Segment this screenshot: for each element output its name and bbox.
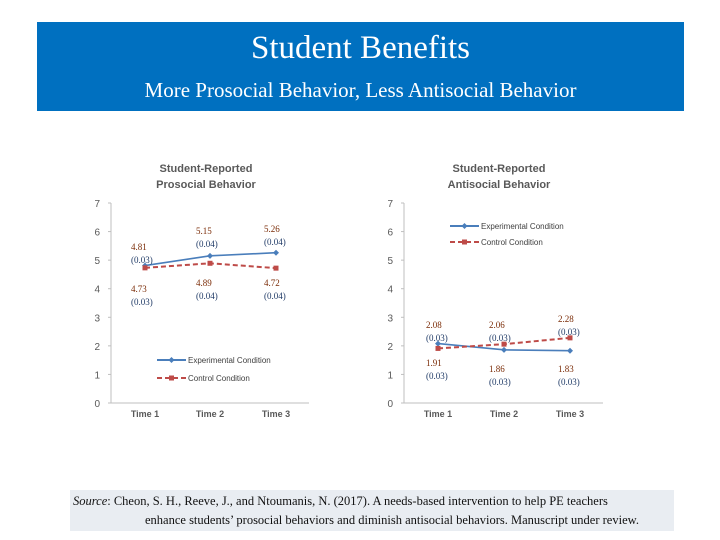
source-line-1: : Cheon, S. H., Reeve, J., and Ntoumanis… [107,494,608,508]
legend-label: Control Condition [481,238,543,247]
data-label-se: (0.03) [426,371,448,381]
data-label-value: 4.72 [264,278,280,288]
y-tick-label: 4 [94,285,100,296]
chart-title-line: Prosocial Behavior [156,179,256,191]
y-tick-label: 7 [387,199,393,210]
x-tick-label: Time 2 [490,409,518,419]
source-prefix: Source [73,494,108,508]
header-banner: Student Benefits More Prosocial Behavior… [37,22,684,111]
data-label-se: (0.03) [489,377,511,387]
data-label-se: (0.04) [196,291,218,301]
y-tick-label: 3 [387,313,393,324]
data-label-se: (0.03) [558,377,580,387]
data-point [142,265,148,271]
legend-label: Control Condition [188,374,250,383]
y-tick-label: 6 [387,228,393,239]
data-label-se: (0.03) [131,255,153,265]
chart-title-line: Student-Reported [453,163,546,175]
data-label-value: 1.86 [489,364,505,374]
data-label-se: (0.03) [489,333,511,343]
y-tick-label: 1 [94,370,100,381]
page-subtitle: More Prosocial Behavior, Less Antisocial… [144,78,577,102]
source-line-2: enhance students’ prosocial behaviors an… [145,513,639,527]
data-label-se: (0.04) [264,237,286,247]
page-title: Student Benefits [250,30,471,66]
x-tick-label: Time 1 [424,409,452,419]
data-label-value: 1.91 [426,358,442,368]
chart-title-line: Antisocial Behavior [448,179,551,191]
y-tick-label: 3 [94,313,100,324]
data-label-se: (0.03) [131,297,153,307]
data-label-value: 4.81 [131,242,147,252]
data-point [207,252,213,259]
x-tick-label: Time 1 [131,409,159,419]
data-label-value: 4.89 [196,278,212,288]
legend-marker [169,375,174,381]
data-label-value: 1.83 [558,364,574,374]
data-label-se: (0.03) [426,333,448,343]
data-label-value: 4.73 [131,284,147,294]
y-tick-label: 0 [387,399,393,410]
data-point [567,347,573,354]
legend-marker [461,223,468,229]
x-tick-label: Time 3 [262,409,290,419]
y-tick-label: 0 [94,399,100,410]
data-point [273,265,279,271]
legend-marker [462,239,467,245]
y-tick-label: 7 [94,199,100,210]
y-tick-label: 5 [387,256,393,267]
data-point [207,260,213,266]
data-label-value: 2.06 [489,320,505,330]
data-label-se: (0.03) [558,327,580,337]
y-tick-label: 1 [387,370,393,381]
y-tick-label: 2 [94,342,100,353]
legend-label: Experimental Condition [188,356,271,365]
legend-label: Experimental Condition [481,222,564,231]
data-label-value: 2.28 [558,314,574,324]
legend-marker [168,357,175,363]
data-point [435,340,441,347]
data-label-value: 5.26 [264,224,280,234]
data-point [273,249,279,256]
data-label-se: (0.04) [196,239,218,249]
y-tick-label: 2 [387,342,393,353]
data-point [435,345,441,351]
data-label-se: (0.04) [264,291,286,301]
chart-title-line: Student-Reported [160,163,253,175]
data-label-value: 2.08 [426,320,442,330]
x-tick-label: Time 2 [196,409,224,419]
data-point [501,341,507,347]
x-tick-label: Time 3 [556,409,584,419]
data-point [567,335,573,341]
y-tick-label: 5 [94,256,100,267]
y-tick-label: 4 [387,285,393,296]
data-label-value: 5.15 [196,226,212,236]
source-citation: Source: Cheon, S. H., Reeve, J., and Nto… [70,490,674,531]
y-tick-label: 6 [94,228,100,239]
data-point [501,346,507,353]
